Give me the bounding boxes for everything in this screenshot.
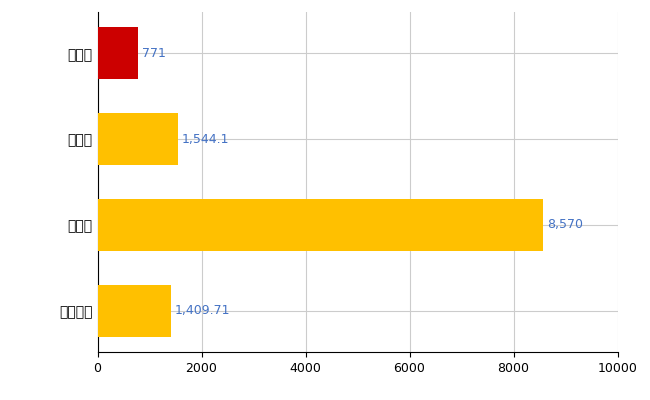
Bar	[98, 28, 138, 79]
Text: 1,544.1: 1,544.1	[182, 132, 229, 146]
Text: 1,409.71: 1,409.71	[175, 304, 231, 317]
Bar	[98, 113, 178, 165]
Text: 771: 771	[142, 47, 166, 60]
Bar	[98, 199, 543, 251]
Bar	[98, 285, 171, 336]
Text: 8,570: 8,570	[547, 218, 583, 232]
